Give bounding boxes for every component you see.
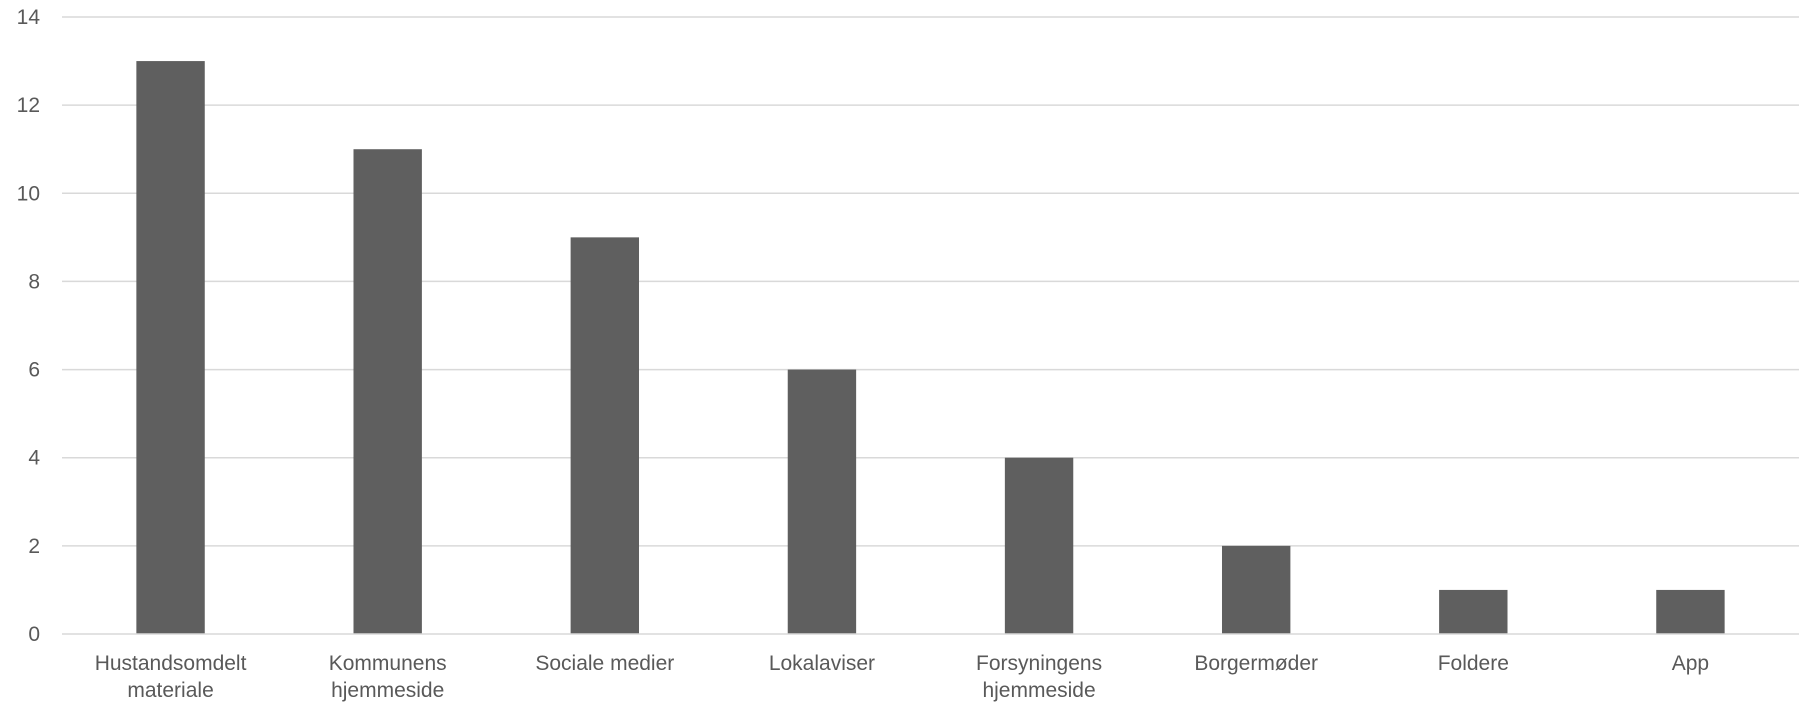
y-tick-label: 14: [17, 6, 41, 29]
bar-4: [787, 369, 857, 634]
category-label: Borgermøder: [1194, 652, 1318, 675]
category-label-line: hjemmeside: [982, 679, 1095, 702]
category-label-line: Kommunens: [329, 652, 447, 675]
bars: [136, 61, 1725, 635]
bar-1: [136, 61, 205, 635]
y-tick-label: 2: [28, 535, 40, 558]
bar-5: [1004, 457, 1074, 634]
category-label-line: Lokalaviser: [769, 652, 875, 675]
y-axis-tick-labels: 0 2 4 6 8 10 12 14: [17, 6, 41, 646]
x-axis-category-labels: Hustandsomdelt materiale Kommunens hjemmesi…: [95, 652, 1709, 702]
category-label: Forsyningens hjemmeside: [976, 652, 1102, 702]
category-label-line: materiale: [127, 679, 213, 702]
category-label-line: Sociale medier: [535, 652, 674, 675]
category-label: Kommunens hjemmeside: [329, 652, 447, 702]
bar-7: [1439, 589, 1508, 634]
bar-6: [1221, 545, 1291, 634]
bar-2: [353, 149, 422, 634]
category-label-line: Foldere: [1438, 652, 1509, 675]
y-tick-label: 10: [17, 182, 40, 205]
category-label-line: Hustandsomdelt: [95, 652, 247, 675]
y-tick-label: 6: [28, 359, 40, 382]
gridlines: [62, 16, 1799, 547]
category-label: Hustandsomdelt materiale: [95, 652, 247, 702]
y-tick-label: 4: [28, 447, 40, 470]
category-label: Foldere: [1438, 652, 1509, 675]
category-label-line: hjemmeside: [331, 679, 444, 702]
category-label-line: Borgermøder: [1194, 652, 1318, 675]
category-label: Sociale medier: [535, 652, 674, 675]
category-label-line: Forsyningens: [976, 652, 1102, 675]
category-label: Lokalaviser: [769, 652, 875, 675]
y-tick-label: 8: [28, 270, 40, 293]
y-tick-label: 0: [28, 623, 40, 646]
category-label: App: [1672, 652, 1709, 675]
category-label-line: App: [1672, 652, 1709, 675]
y-tick-label: 12: [17, 94, 40, 117]
bar-8: [1656, 589, 1725, 634]
bar-3: [570, 237, 640, 634]
